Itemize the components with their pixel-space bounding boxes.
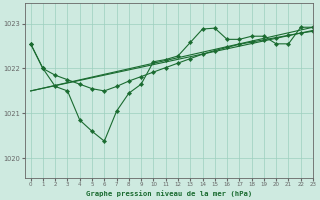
X-axis label: Graphe pression niveau de la mer (hPa): Graphe pression niveau de la mer (hPa) xyxy=(86,190,252,197)
